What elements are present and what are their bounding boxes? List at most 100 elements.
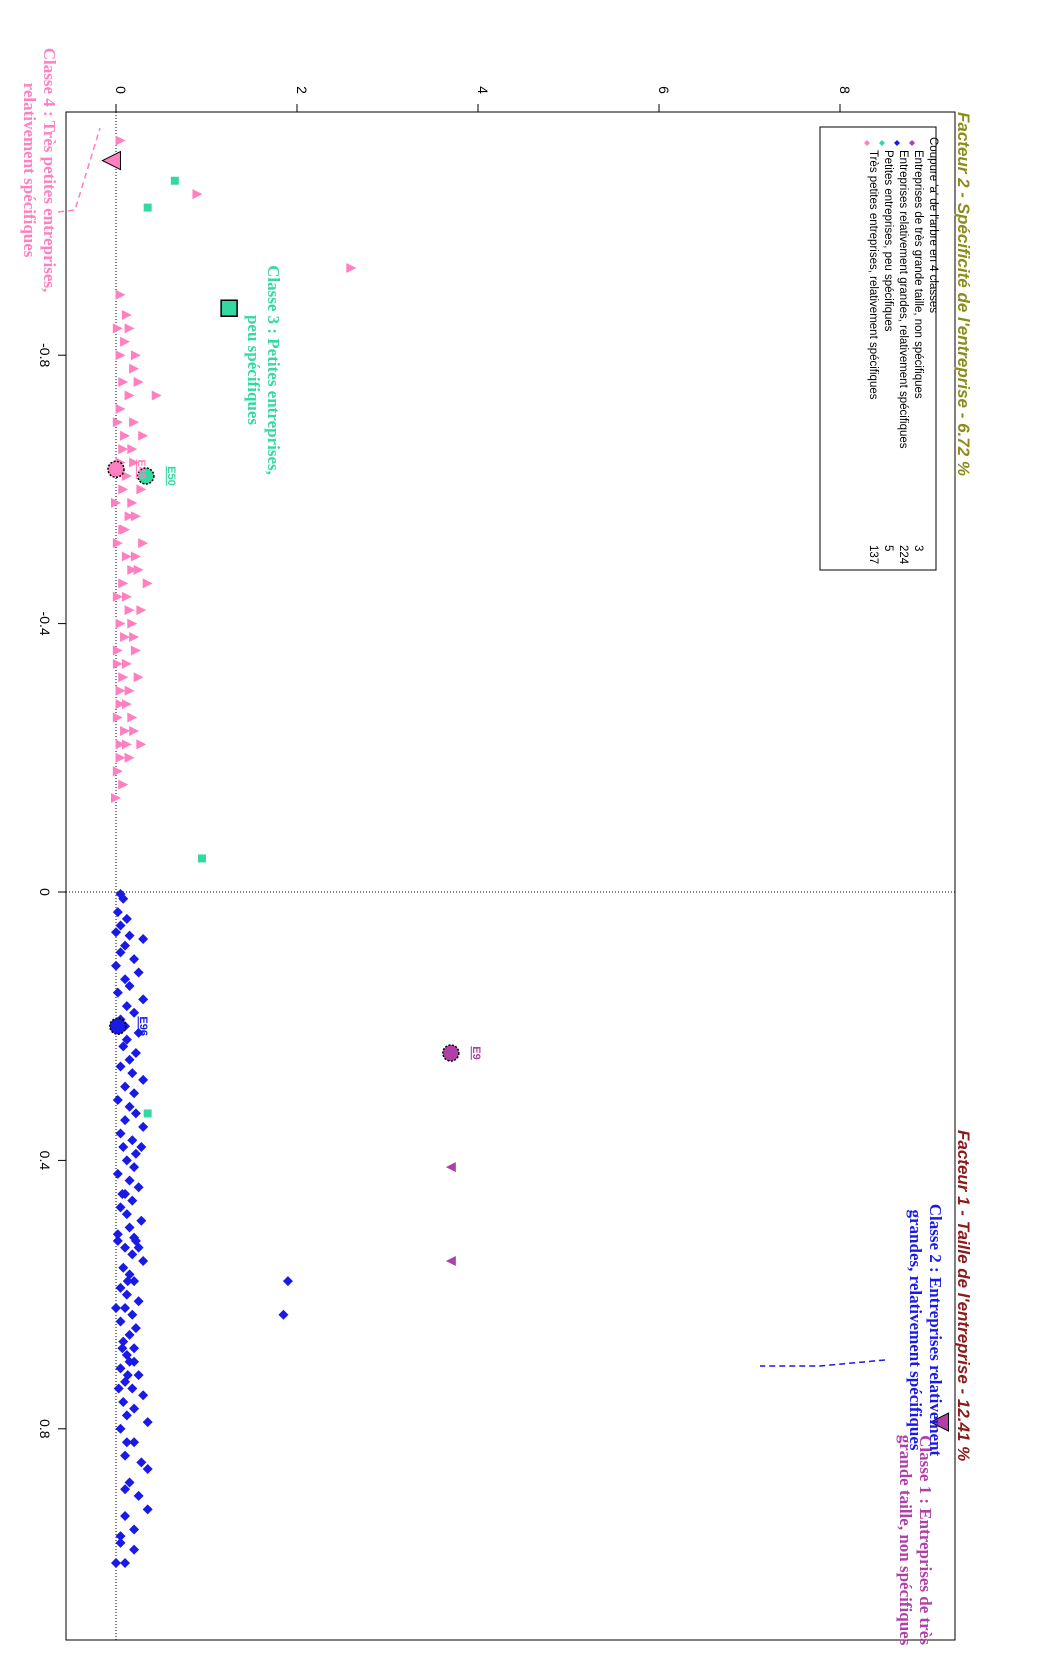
data-point [115,920,126,931]
data-point [138,994,149,1005]
data-point [127,1249,138,1260]
data-point [111,1558,121,1568]
data-point [129,1544,140,1555]
data-point [118,1396,129,1407]
data-point [129,1162,140,1173]
data-point [124,1175,135,1186]
data-point [118,377,129,388]
data-point [120,1450,131,1461]
data-point [130,1323,141,1334]
data-point [136,1457,147,1468]
data-point [112,323,123,334]
data-point [129,1088,140,1099]
data-point [138,430,149,441]
data-point [127,618,138,629]
data-point [142,578,153,589]
legend-item-count: 224 [897,545,909,565]
data-point [136,484,147,495]
data-point [118,578,129,589]
legend-item-label: Très petites entreprises, relativement s… [867,150,879,400]
data-point [130,350,141,361]
legend-item-count: 137 [867,545,879,564]
data-point [121,1034,132,1045]
data-point [151,390,162,401]
data-point [130,511,141,522]
data-point [130,551,141,562]
y-tick-label: 4 [475,86,491,94]
data-point [129,1437,140,1448]
class-label-line: grande taille, non spécifiques [896,1435,915,1646]
data-point [127,1383,138,1394]
data-point [120,430,131,441]
x-axis-title: Facteur 1 - Taille de l'entreprise - 12.… [954,1130,973,1461]
data-point [130,1148,141,1159]
data-point [143,203,152,212]
class-centroid-marker [220,299,238,317]
data-point [127,1195,138,1206]
data-point [282,1276,293,1287]
data-point [115,1202,126,1213]
data-point [112,766,123,777]
data-point [133,1242,144,1253]
data-point [112,658,123,669]
data-point [118,444,129,455]
data-point [121,591,132,602]
data-point [124,1222,135,1233]
data-point [112,1168,123,1179]
x-tick-label: 0 [37,888,53,896]
data-point [130,1108,141,1119]
legend-swatch [879,140,885,146]
data-point [129,1403,140,1414]
data-point [115,618,126,629]
class-label-line: relativement spécifiques [20,83,39,258]
data-point [118,672,129,683]
data-point [136,1141,147,1152]
data-point [118,1041,129,1052]
highlighted-point-label: E96 [137,1016,149,1036]
highlighted-point-marker [109,1017,127,1035]
data-point [170,176,179,185]
data-point [122,1370,133,1381]
data-point [118,484,129,495]
data-point [129,725,140,736]
data-point [115,1537,126,1548]
x-tick-label: 0.8 [37,1419,53,1439]
data-point [112,712,123,723]
data-point [118,524,129,535]
data-point [121,470,132,481]
data-point [112,417,123,428]
data-point [127,1068,138,1079]
data-point [120,1242,131,1253]
legend-item-count: 3 [912,545,924,551]
highlighted-point-marker [137,467,155,485]
class-label-line: grandes, relativement spécifiques [906,1210,925,1451]
legend-item-label: Entreprises relativement grandes, relati… [897,150,909,449]
data-point [130,1048,141,1059]
data-point [124,323,135,334]
data-point [129,1343,140,1354]
data-point [118,1336,129,1347]
data-point [278,1309,289,1320]
x-tick-label: -0.8 [37,343,53,367]
data-point [445,1162,456,1173]
data-point [115,350,126,361]
data-point [117,1343,128,1354]
data-point [120,336,131,347]
class2-leader-line [760,1359,886,1367]
data-point [138,1121,149,1132]
data-point [129,1007,140,1018]
data-point [138,1390,149,1401]
data-point [124,752,135,763]
data-point [124,1054,135,1065]
data-point [117,1188,128,1199]
data-point [136,739,147,750]
data-point [112,907,123,918]
data-point [121,1155,132,1166]
data-point [112,538,123,549]
data-point [192,189,203,200]
data-point [124,685,135,696]
data-point [112,645,123,656]
data-point [138,538,149,549]
data-point [127,1309,138,1320]
